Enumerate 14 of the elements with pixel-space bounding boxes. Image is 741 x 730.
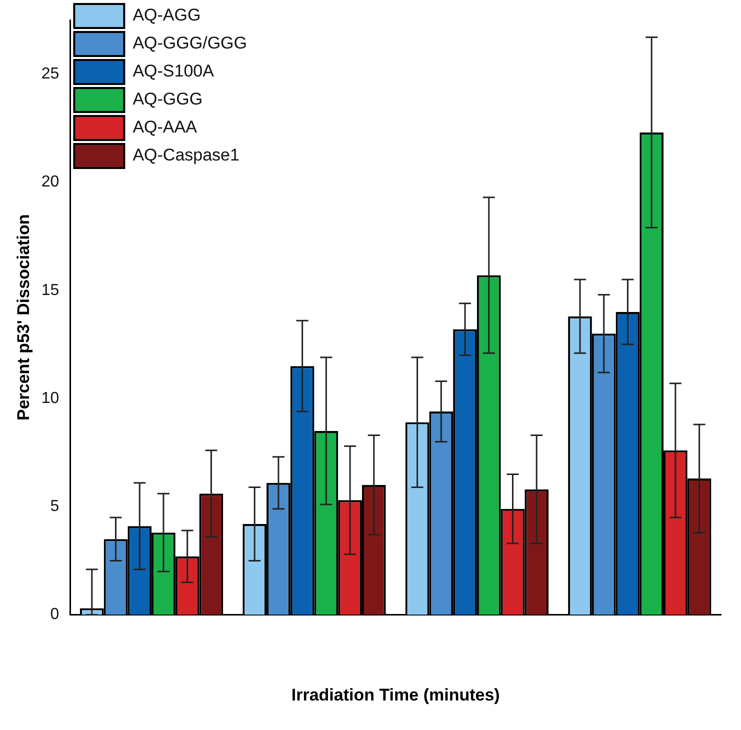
y-tick-label: 5 (50, 498, 60, 516)
legend-label: AQ-AAA (132, 118, 198, 137)
legend-label: AQ-Caspase1 (132, 146, 240, 165)
legend-label: AQ-GGG/GGG (132, 34, 247, 53)
y-tick-label: 0 (50, 606, 60, 624)
y-tick-label: 25 (41, 65, 60, 82)
y-tick-label: 15 (41, 282, 60, 299)
legend-label: AQ-S100A (132, 62, 215, 81)
y-tick-label: 10 (41, 390, 60, 407)
y-tick-label: 20 (41, 174, 60, 191)
y-axis-title: Percent p53' Dissociation (14, 214, 33, 421)
legend-label: AQ-AGG (132, 6, 201, 25)
x-axis-title: Irradiation Time (minutes) (291, 685, 500, 704)
legend-label: AQ-GGG (132, 90, 203, 109)
